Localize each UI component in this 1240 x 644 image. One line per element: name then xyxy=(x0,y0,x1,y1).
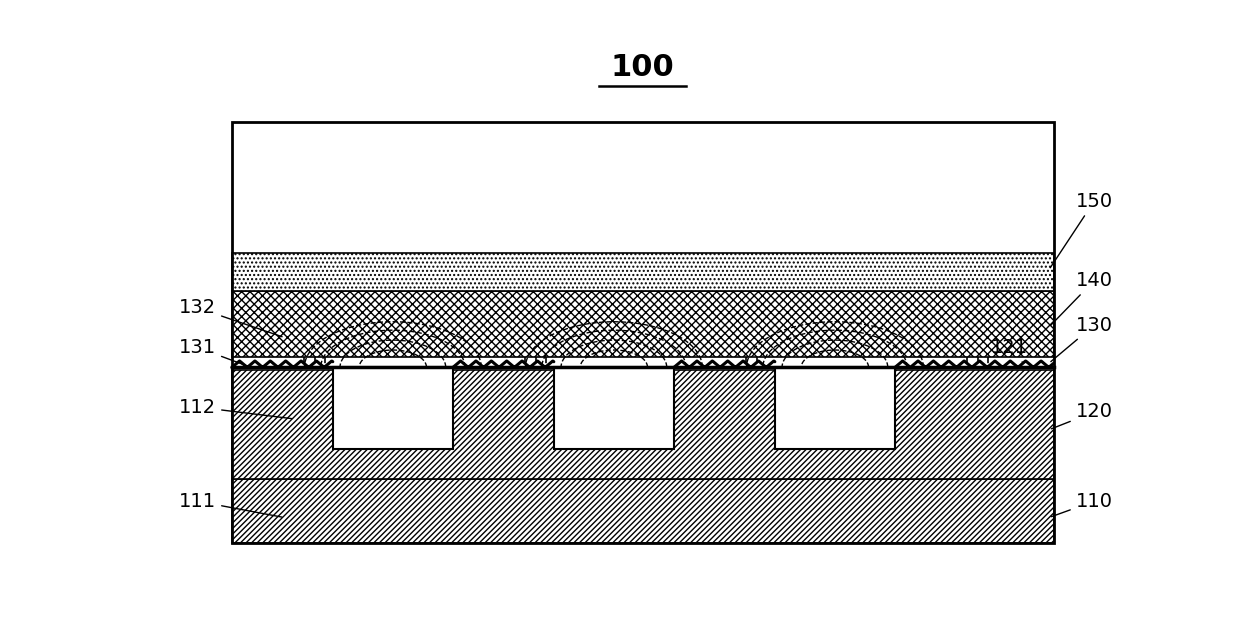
Text: 100: 100 xyxy=(611,53,675,82)
Bar xyxy=(554,367,675,450)
Bar xyxy=(232,290,1054,357)
Text: 111: 111 xyxy=(179,492,281,517)
Text: 121: 121 xyxy=(991,338,1028,363)
Text: 131: 131 xyxy=(179,338,248,366)
Bar xyxy=(232,370,1054,479)
Text: 130: 130 xyxy=(1050,316,1112,362)
Bar xyxy=(232,479,1054,544)
Text: 150: 150 xyxy=(1050,192,1112,268)
Text: 132: 132 xyxy=(179,298,283,337)
Text: 140: 140 xyxy=(1050,271,1112,325)
Text: 120: 120 xyxy=(1052,402,1112,429)
Text: 112: 112 xyxy=(179,397,291,419)
Bar xyxy=(775,367,895,450)
Bar xyxy=(232,122,1054,544)
Bar xyxy=(232,253,1054,290)
Text: 110: 110 xyxy=(1052,492,1112,516)
Bar xyxy=(332,367,453,450)
